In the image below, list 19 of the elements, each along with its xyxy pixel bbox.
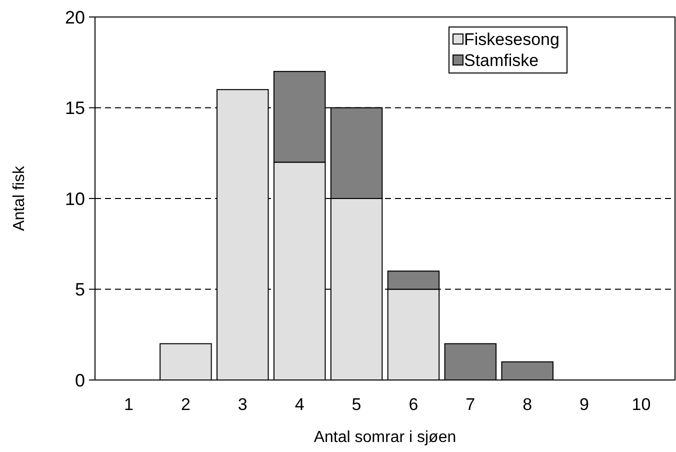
y-tick-label: 0: [74, 370, 85, 390]
x-axis-title: Antal somrar i sjøen: [314, 429, 456, 446]
x-tick-label: 9: [580, 395, 590, 414]
y-axis-title: Antal fisk: [11, 165, 28, 231]
legend-label: Stamfiske: [464, 50, 539, 70]
x-tick-label: 1: [124, 395, 134, 414]
x-tick-label: 2: [180, 395, 190, 414]
legend-label: Fiskesesong: [464, 30, 560, 49]
y-tick-label: 20: [64, 7, 85, 28]
y-tick-label: 10: [64, 188, 85, 209]
x-tick-label: 8: [522, 395, 532, 414]
x-tick-label: 6: [408, 395, 418, 414]
y-tick-label: 5: [74, 280, 85, 300]
y-tick-label: 15: [64, 98, 85, 118]
x-tick-label: 10: [632, 395, 651, 414]
x-tick-label: 7: [466, 395, 476, 414]
x-tick-label: 4: [294, 395, 304, 414]
x-tick-label: 3: [238, 395, 248, 414]
x-tick-label: 5: [352, 395, 362, 414]
